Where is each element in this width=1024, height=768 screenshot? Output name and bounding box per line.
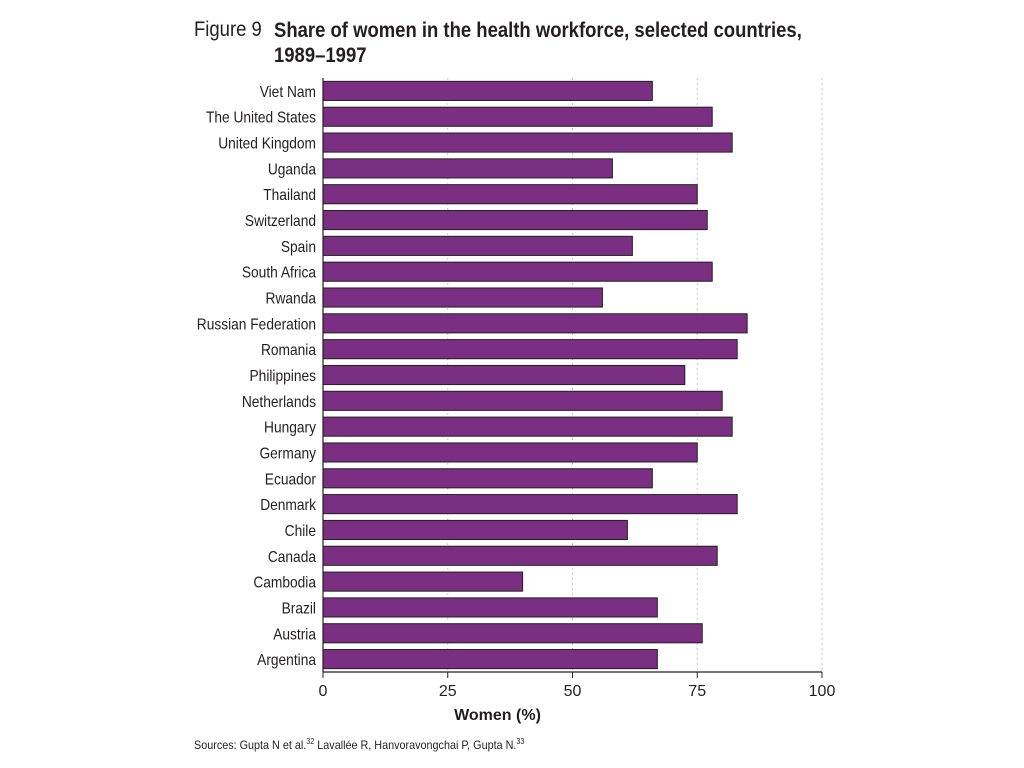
bar-argentina: [322, 649, 658, 670]
category-label: Argentina: [257, 651, 316, 669]
source-ref-2: 33: [516, 737, 525, 746]
bar-the-united-states: [322, 106, 713, 127]
category-label: Denmark: [260, 496, 316, 514]
source-prefix: Sources: Gupta N et al.: [194, 738, 307, 752]
category-label: Chile: [285, 522, 316, 540]
source-middle: Lavallée R, Hanvoravongchai P, Gupta N.: [314, 738, 517, 752]
x-tick-label: 25: [439, 683, 457, 700]
bar-ecuador: [322, 468, 653, 489]
category-label: Cambodia: [253, 574, 316, 592]
source-ref-1: 32: [306, 737, 315, 746]
category-label: Russian Federation: [197, 315, 316, 333]
bar-hungary: [322, 416, 733, 437]
bar-austria: [322, 623, 703, 644]
bar-thailand: [322, 184, 698, 205]
bar-united-kingdom: [322, 132, 733, 153]
x-tick-label: 50: [564, 683, 582, 700]
x-axis-title: Women (%): [454, 707, 541, 724]
figure-number: Figure 9: [194, 18, 262, 41]
category-label: United Kingdom: [218, 135, 316, 153]
bar-netherlands: [322, 390, 723, 411]
bar-viet-nam: [322, 80, 653, 101]
category-label: Netherlands: [242, 393, 316, 411]
category-label: Canada: [268, 548, 317, 566]
bar-denmark: [322, 494, 738, 515]
category-label: Austria: [273, 625, 316, 643]
category-label: Thailand: [263, 186, 316, 204]
category-label: The United States: [206, 109, 316, 127]
category-label: Rwanda: [266, 290, 317, 308]
category-label: Philippines: [250, 367, 316, 385]
category-label: Spain: [281, 238, 316, 256]
category-label: Hungary: [264, 419, 316, 437]
category-label: Switzerland: [245, 212, 316, 230]
bar-spain: [322, 235, 633, 256]
bar-south-africa: [322, 261, 713, 282]
category-label: Germany: [259, 445, 316, 463]
source-note: Sources: Gupta N et al.32 Lavallée R, Ha…: [194, 737, 524, 752]
bar-canada: [322, 545, 718, 566]
bar-switzerland: [322, 209, 708, 231]
bar-rwanda: [322, 287, 603, 308]
bar-uganda: [322, 158, 613, 179]
category-label: Brazil: [282, 599, 316, 617]
category-label: Ecuador: [265, 470, 316, 488]
bar-germany: [322, 442, 698, 463]
category-label: Uganda: [268, 160, 317, 178]
bar-brazil: [322, 597, 658, 618]
category-label: Viet Nam: [260, 83, 316, 101]
x-tick-label: 100: [809, 683, 836, 700]
bar-chile: [322, 519, 628, 541]
bar-philippines: [322, 364, 686, 386]
category-label: Romania: [261, 341, 317, 359]
bar-russian-federation: [322, 313, 748, 334]
bar-romania: [322, 339, 738, 360]
figure-title: Share of women in the health workforce, …: [274, 19, 802, 67]
category-label: South Africa: [242, 264, 317, 282]
x-tick-label: 75: [688, 683, 706, 700]
x-tick-label: 0: [319, 683, 328, 700]
bar-cambodia: [322, 571, 524, 592]
